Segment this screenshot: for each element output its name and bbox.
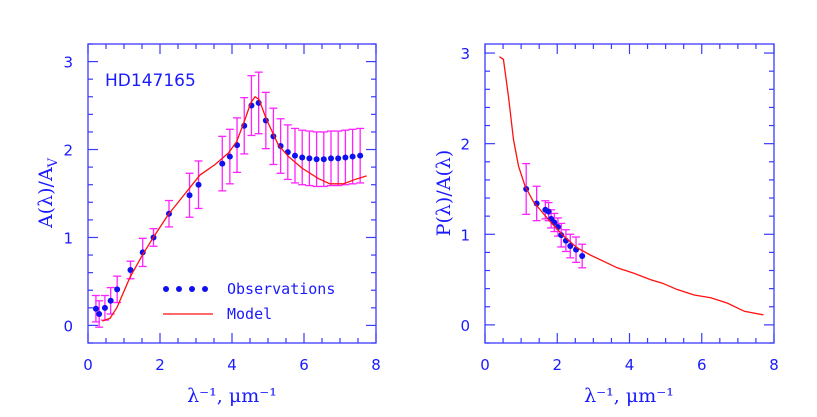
x-tick-label: 8 xyxy=(769,356,779,374)
legend-dot xyxy=(189,286,195,292)
observation-point xyxy=(277,143,284,150)
x-tick-label: 4 xyxy=(625,356,635,374)
model-curve xyxy=(499,56,764,316)
x-tick-label: 4 xyxy=(227,356,237,374)
legend-model-label: Model xyxy=(227,305,272,323)
legend-dot xyxy=(202,286,208,292)
x-tick-label: 0 xyxy=(480,356,490,374)
observation-point xyxy=(299,154,306,161)
observation-point xyxy=(545,208,552,215)
y-tick-label: 2 xyxy=(63,142,73,160)
x-tick-label: 8 xyxy=(371,356,381,374)
plot-area xyxy=(499,56,764,316)
observation-point xyxy=(328,155,334,162)
y-tick-label: 0 xyxy=(460,317,470,335)
observation-point xyxy=(292,152,298,159)
observation-point xyxy=(226,153,233,160)
observation-point xyxy=(349,153,356,160)
plot-area xyxy=(91,71,367,328)
y-tick-label: 0 xyxy=(63,317,73,335)
observation-point xyxy=(533,200,540,207)
x-tick-label: 6 xyxy=(299,356,309,374)
observation-point xyxy=(219,160,226,167)
model-curve xyxy=(102,95,367,322)
observation-point xyxy=(101,304,108,311)
legend-observations-label: Observations xyxy=(227,280,335,298)
x-tick-label: 6 xyxy=(697,356,707,374)
observation-point xyxy=(335,155,342,162)
observation-point xyxy=(114,286,121,293)
y-tick-label: 2 xyxy=(460,136,470,154)
observation-point xyxy=(306,155,313,162)
legend: Observations Model xyxy=(163,280,335,323)
observation-point xyxy=(92,305,99,312)
observation-point xyxy=(186,192,193,199)
legend-dot xyxy=(163,286,169,292)
y-tick-label: 1 xyxy=(460,226,470,244)
right-y-axis-label: P(λ)/A(λ) xyxy=(433,150,455,237)
y-tick-label: 1 xyxy=(63,229,73,247)
observation-point xyxy=(313,156,320,163)
observation-point xyxy=(107,297,114,304)
left-x-axis-label: λ⁻¹, μm⁻¹ xyxy=(187,385,277,407)
legend-dot xyxy=(176,286,182,292)
observation-point xyxy=(195,181,202,188)
observation-point xyxy=(320,156,327,163)
observation-point xyxy=(567,243,574,250)
y-tick-label: 3 xyxy=(63,54,73,72)
left-y-axis-label-main: A(λ)/A xyxy=(35,167,57,229)
observation-point xyxy=(579,253,586,260)
observation-point xyxy=(357,152,364,159)
x-tick-label: 0 xyxy=(83,356,93,374)
x-tick-label: 2 xyxy=(552,356,562,374)
left-annotation-star-name: HD147165 xyxy=(105,71,196,91)
right-panel-polarization: 0 2 4 6 8 0 1 2 3 xyxy=(460,43,779,374)
left-y-axis-label: A(λ)/AV xyxy=(35,157,61,229)
left-y-axis-label-sub: V xyxy=(46,157,61,168)
legend-observations-marker xyxy=(163,286,208,292)
left-panel-extinction: 0 2 4 6 8 0 1 2 3 xyxy=(63,43,381,374)
right-x-axis-label: λ⁻¹, μm⁻¹ xyxy=(584,385,674,407)
observation-point xyxy=(96,310,103,317)
observation-point xyxy=(342,154,349,161)
observation-point xyxy=(127,267,134,274)
x-tick-label: 2 xyxy=(155,356,165,374)
y-tick-label: 3 xyxy=(460,45,470,63)
observation-point xyxy=(558,232,565,239)
